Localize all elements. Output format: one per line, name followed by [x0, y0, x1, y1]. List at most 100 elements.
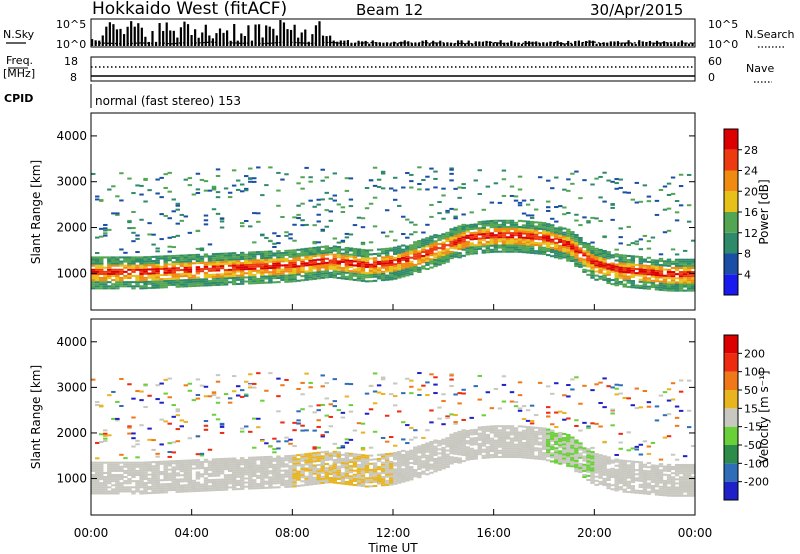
power-cell — [207, 259, 213, 262]
velocity-cell — [231, 484, 237, 487]
power-cell — [195, 276, 201, 279]
velocity-scatter — [131, 432, 136, 435]
power-cell — [203, 253, 209, 256]
power-cell — [558, 249, 563, 252]
velocity-cell — [638, 471, 644, 474]
velocity-cell — [397, 465, 402, 468]
velocity-cell — [296, 484, 301, 487]
velocity-scatter — [409, 379, 414, 382]
velocity-scatter — [437, 417, 442, 420]
power-scatter — [159, 213, 164, 216]
velocity-cell — [598, 466, 603, 469]
velocity-scatter — [312, 447, 317, 450]
velocity-cell — [324, 479, 329, 482]
power-cell — [260, 271, 265, 274]
power-cell — [429, 262, 434, 265]
power-cell — [465, 247, 470, 250]
velocity-cell — [324, 467, 329, 470]
power-cell — [187, 283, 193, 286]
velocity-cell — [336, 451, 342, 454]
noise-sky-bar — [112, 24, 115, 46]
velocity-cell — [147, 461, 152, 464]
power-cell — [167, 255, 172, 258]
power-cell — [179, 281, 185, 284]
velocity-cell — [211, 470, 217, 473]
power-cell — [686, 281, 692, 284]
power-cell — [115, 287, 120, 290]
velocity-cell — [123, 488, 128, 491]
velocity-cell — [610, 475, 615, 478]
power-cell — [131, 270, 136, 273]
power-cell — [421, 242, 426, 245]
noise-sky-bar — [176, 37, 179, 46]
noise-sky-bar — [535, 41, 538, 46]
velocity-cell — [489, 439, 495, 442]
velocity-cell — [312, 454, 317, 457]
velocity-cell — [163, 466, 168, 469]
power-cell — [199, 257, 205, 260]
velocity-cell — [151, 485, 156, 488]
velocity-cell — [296, 472, 301, 475]
velocity-cell — [227, 474, 233, 477]
velocity-cell — [292, 466, 297, 469]
power-scatter — [525, 214, 531, 217]
beam-label: Beam 12 — [356, 1, 423, 19]
velocity-cell — [497, 429, 503, 432]
power-cell — [590, 274, 595, 277]
velocity-cell — [308, 477, 313, 480]
power-cell — [191, 280, 197, 283]
velocity-cell — [590, 469, 595, 472]
power-cell — [324, 251, 329, 254]
velocity-cell — [606, 472, 611, 475]
power-cell — [453, 228, 458, 231]
velocity-cell — [529, 428, 535, 431]
velocity-cell — [187, 490, 193, 493]
power-scatter — [566, 189, 571, 192]
noise-sky-bar — [318, 21, 321, 46]
velocity-cell — [280, 469, 285, 472]
power-cell — [614, 255, 619, 258]
velocity-scatter — [574, 419, 579, 422]
velocity-cell — [521, 437, 527, 441]
velocity-scatter — [372, 402, 378, 405]
power-cell — [272, 252, 277, 255]
power-scatter — [300, 202, 305, 205]
power-scatter — [393, 176, 398, 179]
velocity-cell — [433, 441, 438, 444]
velocity-cell — [477, 453, 482, 456]
power-scatter — [626, 243, 631, 246]
velocity-cell — [155, 481, 160, 484]
velocity-scatter — [207, 448, 213, 451]
velocity-cell — [638, 490, 644, 493]
velocity-scatter — [252, 382, 257, 385]
noise-sky-bar — [375, 42, 378, 46]
power-scatter — [276, 171, 281, 174]
power-cell — [666, 275, 672, 278]
power-cell — [558, 238, 563, 241]
velocity-cell — [489, 456, 495, 459]
power-cell — [155, 259, 160, 262]
power-cell — [682, 281, 688, 284]
velocity-cell — [264, 476, 269, 479]
velocity-cell — [260, 474, 265, 477]
power-cell — [163, 273, 168, 276]
power-cell — [650, 263, 656, 266]
power-cell — [131, 264, 136, 267]
velocity-cell — [151, 479, 156, 482]
velocity-scatter — [288, 438, 293, 441]
velocity-cell — [356, 455, 362, 458]
velocity-cell — [312, 452, 317, 455]
colorbar-swatch — [724, 274, 738, 295]
velocity-cell — [405, 456, 410, 459]
power-cell — [191, 278, 197, 281]
velocity-cell — [252, 462, 257, 465]
power-cell — [99, 258, 104, 261]
power-cell — [163, 282, 168, 285]
power-cell — [107, 264, 112, 267]
velocity-cell — [541, 443, 547, 446]
power-cell — [513, 246, 519, 249]
power-cell — [187, 272, 193, 275]
velocity-scatter — [590, 422, 595, 425]
power-scatter — [626, 191, 631, 194]
